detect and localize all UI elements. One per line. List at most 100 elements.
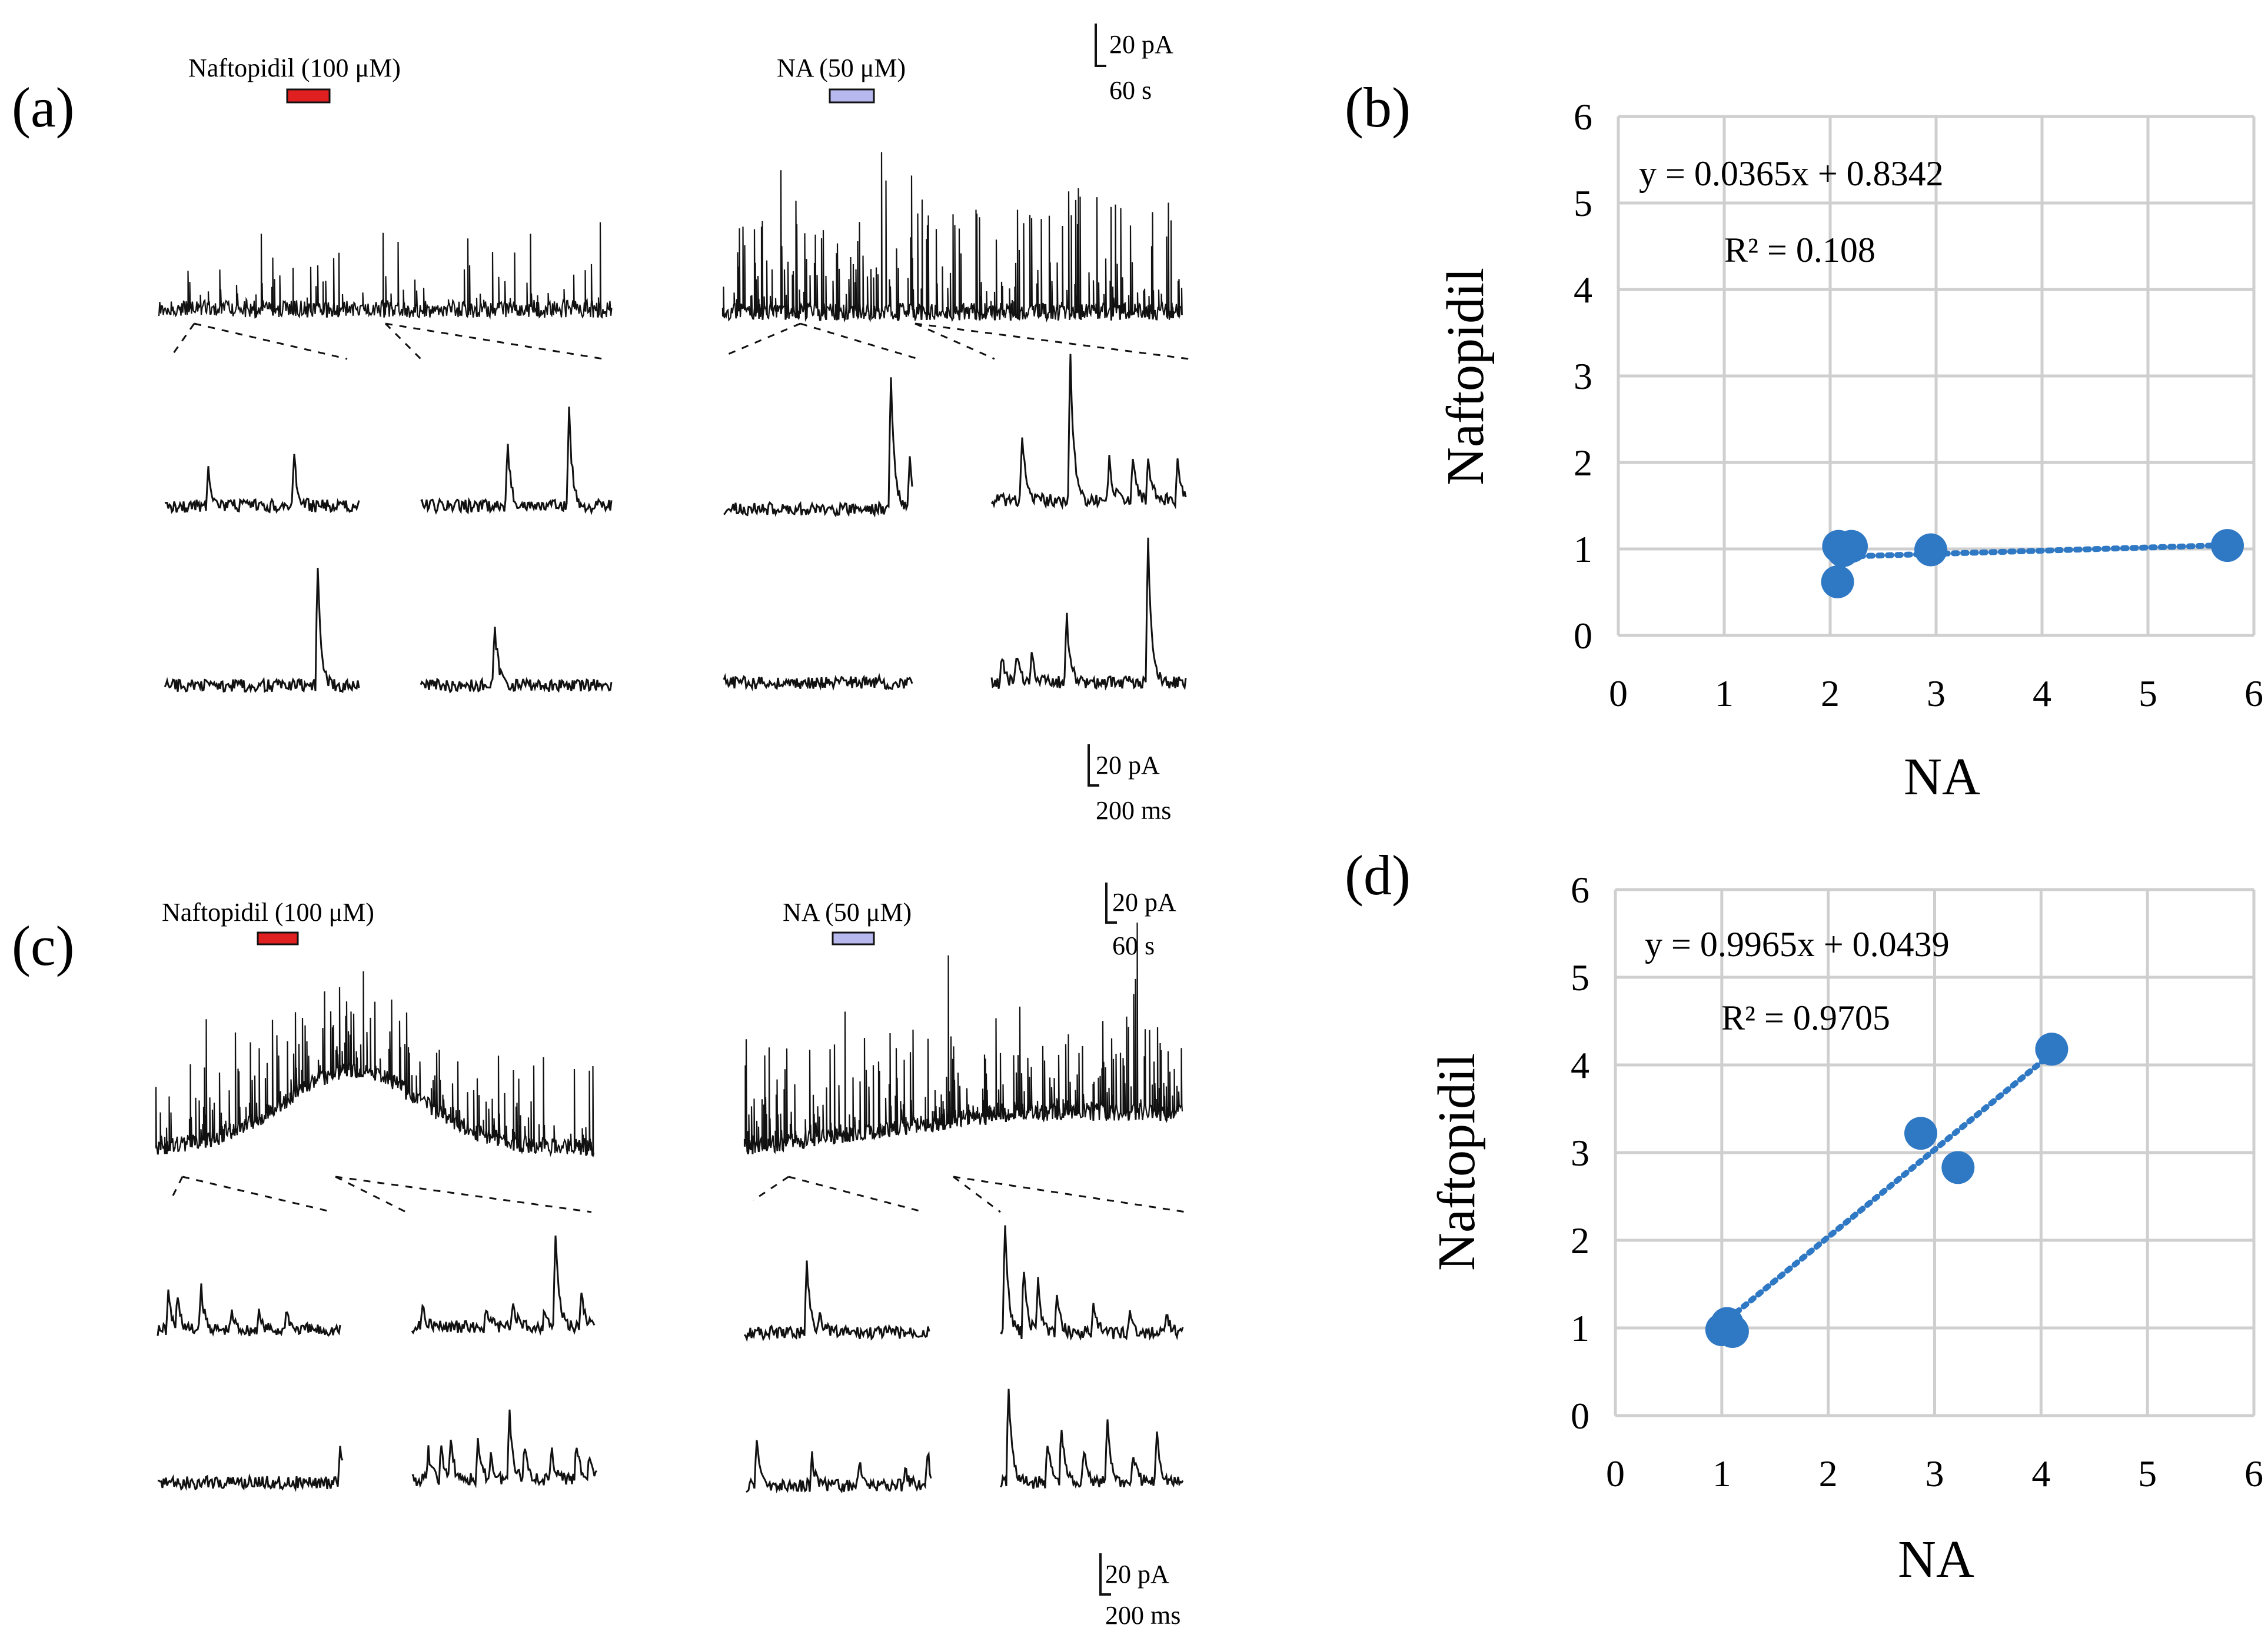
expanded-trace-a-1 <box>164 454 360 514</box>
chart-d-r-squared: R² = 0.9705 <box>1721 998 1890 1037</box>
na-application-bar-a <box>829 88 875 104</box>
trace-line <box>420 407 613 515</box>
chart-b-r-squared: R² = 0.108 <box>1724 231 1875 269</box>
x-tick-label: 0 <box>1606 1453 1625 1494</box>
trace-line <box>411 1235 596 1336</box>
expanded-trace-a-6 <box>420 627 613 694</box>
na-label-a: NA (50 μM) <box>777 54 906 82</box>
expanded-trace-c-6 <box>411 1409 598 1489</box>
scale-bar-bottom-c <box>1099 1553 1111 1596</box>
x-tick-label: 5 <box>2138 1453 2157 1494</box>
data-point <box>2035 1033 2069 1066</box>
y-tick-label: 2 <box>1574 442 1592 484</box>
expanded-trace-a-4 <box>990 354 1187 510</box>
zoom-guide-lines-c <box>169 1176 1186 1213</box>
chart-b-equation: y = 0.0365x + 0.8342 <box>1639 154 1944 193</box>
naftopidil-label-c: Naftopidil (100 μM) <box>162 898 374 927</box>
expanded-trace-a-8 <box>990 537 1187 691</box>
trace-line <box>999 1389 1184 1489</box>
data-point <box>1715 1314 1749 1348</box>
trace-line <box>721 152 1183 323</box>
na-label-c: NA (50 μM) <box>783 898 912 927</box>
panel-d-label: (d) <box>1345 844 1411 907</box>
data-point <box>2211 529 2244 562</box>
chart-d-trendline <box>1718 1050 2055 1327</box>
long-trace-na-a <box>721 152 1183 323</box>
x-tick-label: 6 <box>2244 672 2263 714</box>
chart-b-trendline <box>1838 542 2230 560</box>
y-tick-label: 5 <box>1574 182 1592 224</box>
x-tick-label: 2 <box>1821 672 1840 714</box>
scale-time-bottom-c: 200 ms <box>1105 1601 1180 1628</box>
y-tick-label: 6 <box>1571 869 1589 911</box>
trace-line <box>743 1260 930 1343</box>
data-point <box>1821 565 1854 598</box>
chart-d: (d) 0 1 2 3 4 5 6 0 1 2 3 4 5 6 y = 0.9965x + 0.0439… <box>1345 844 2263 1589</box>
chart-d-equation: y = 0.9965x + 0.0439 <box>1645 925 1950 964</box>
y-tick-label: 1 <box>1574 528 1592 570</box>
y-tick-label: 5 <box>1571 957 1589 998</box>
y-tick-label: 1 <box>1571 1307 1589 1349</box>
scale-amplitude-top-a: 20 pA <box>1109 30 1173 59</box>
data-point <box>1914 533 1947 567</box>
na-application-bar-c <box>832 931 875 945</box>
x-tick-label: 1 <box>1715 672 1734 714</box>
long-trace-na-c <box>743 923 1183 1154</box>
trace-line <box>990 354 1187 510</box>
data-point <box>1835 530 1868 563</box>
expanded-trace-a-7 <box>723 672 913 692</box>
chart-d-x-ticks: 0 1 2 3 4 5 6 <box>1606 1453 2263 1494</box>
expanded-trace-c-5 <box>157 1446 344 1493</box>
chart-b-x-ticks: 0 1 2 3 4 5 6 <box>1609 672 2263 714</box>
trace-line <box>420 627 613 694</box>
trace-line <box>158 222 613 320</box>
trace-line <box>164 454 360 514</box>
scale-bar-bottom-a <box>1088 744 1099 787</box>
scale-amplitude-bottom-a: 20 pA <box>1096 751 1160 780</box>
x-tick-label: 4 <box>2031 1453 2050 1494</box>
trace-line <box>743 923 1183 1154</box>
data-point <box>1941 1151 1975 1184</box>
y-tick-label: 6 <box>1574 96 1592 138</box>
chart-b-points <box>1821 529 2244 598</box>
chart-d-x-axis-label: NA <box>1898 1530 1974 1589</box>
trace-line <box>746 1440 932 1494</box>
trace-line <box>1000 1225 1184 1341</box>
chart-d-y-axis-label: Naftopidil <box>1428 1053 1486 1271</box>
trace-line <box>990 537 1187 691</box>
x-tick-label: 4 <box>2033 672 2051 714</box>
expanded-trace-c-1 <box>157 1283 341 1337</box>
scale-amplitude-bottom-c: 20 pA <box>1105 1560 1169 1589</box>
naftopidil-application-bar-c <box>257 931 299 945</box>
x-tick-label: 2 <box>1819 1453 1838 1494</box>
scale-time-bottom-a: 200 ms <box>1096 796 1171 825</box>
y-tick-label: 3 <box>1574 355 1592 397</box>
expanded-trace-c-4 <box>1000 1225 1184 1341</box>
y-tick-label: 2 <box>1571 1220 1589 1261</box>
long-trace-naftopidil-a <box>158 222 613 320</box>
expanded-trace-a-3 <box>723 377 913 518</box>
expanded-trace-c-7 <box>746 1440 932 1494</box>
trace-line <box>164 568 360 694</box>
panel-b-label: (b) <box>1345 76 1411 139</box>
chart-b-y-axis-label: Naftopidil <box>1436 268 1495 485</box>
y-tick-label: 4 <box>1571 1044 1589 1086</box>
expanded-trace-a-5 <box>164 568 360 694</box>
trendline-path <box>1838 542 2230 560</box>
trace-line <box>723 672 913 692</box>
chart-d-points <box>1705 1033 2069 1348</box>
scale-bar-top-a <box>1095 24 1106 67</box>
trace-line <box>157 1283 341 1337</box>
chart-d-y-ticks: 0 1 2 3 4 5 6 <box>1571 869 1589 1437</box>
expanded-trace-c-2 <box>411 1235 596 1336</box>
scale-bar-top-c <box>1105 883 1117 924</box>
x-tick-label: 3 <box>1927 672 1946 714</box>
y-tick-label: 0 <box>1571 1395 1589 1437</box>
scale-time-top-c: 60 s <box>1112 931 1155 960</box>
long-trace-naftopidil-c <box>155 971 595 1158</box>
panel-c: (c) Naftopidil (100 μM) NA (50 μM) 20 pA… <box>12 883 1186 1628</box>
naftopidil-application-bar-a <box>286 88 331 104</box>
chart-b-x-axis-label: NA <box>1904 748 1980 806</box>
expanded-trace-c-8 <box>999 1389 1184 1489</box>
